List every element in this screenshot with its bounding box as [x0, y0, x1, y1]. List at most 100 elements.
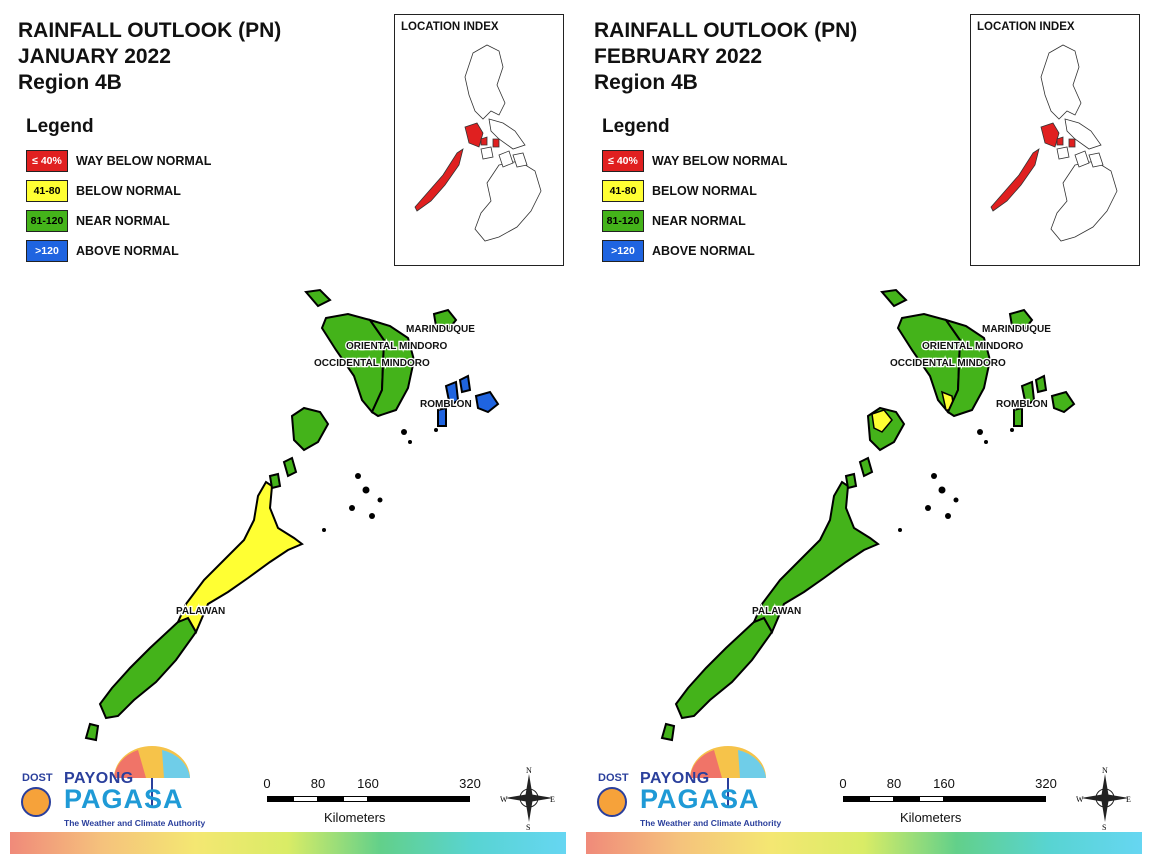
- scale-tick: 80: [310, 776, 326, 791]
- marinduque-area: [432, 308, 458, 332]
- legend-swatch: 81-120: [26, 210, 68, 232]
- compass-n: N: [526, 766, 532, 775]
- scale-tick: 0: [263, 776, 271, 791]
- legend-title: Legend: [602, 116, 670, 137]
- legend-swatch: 81-120: [602, 210, 644, 232]
- romblon-area: [1020, 380, 1036, 408]
- legend-label: BELOW NORMAL: [652, 184, 757, 198]
- compass-w: W: [500, 795, 508, 804]
- island-shape: [898, 528, 902, 532]
- island-shape: [377, 497, 383, 503]
- scale-segment: [869, 796, 894, 802]
- oriental-mindoro-area: [943, 318, 992, 418]
- palawan-north-area: [290, 406, 330, 452]
- label-palawan: PALAWAN: [752, 606, 801, 617]
- romblon-area: [1013, 406, 1023, 427]
- lubang-island: [880, 288, 908, 308]
- label-romblon: ROMBLON: [996, 399, 1048, 410]
- scale-segment: [343, 796, 368, 802]
- scale-segment: [368, 796, 470, 802]
- location-index-inset: LOCATION INDEX: [970, 14, 1140, 266]
- legend-swatch: >120: [602, 240, 644, 262]
- pagasa-label: PAGASA: [64, 784, 184, 814]
- romblon-area: [1050, 390, 1076, 414]
- island-shape: [953, 497, 959, 503]
- island-shape: [84, 722, 100, 742]
- scale-segment: [843, 796, 869, 802]
- scale-tick: 160: [357, 776, 379, 791]
- tagline: The Weather and Climate Authority: [64, 818, 206, 828]
- legend-swatch: ≤ 40%: [602, 150, 644, 172]
- legend: Legend ≤ 40% WAY BELOW NORMAL 41-80 BELO…: [602, 116, 787, 270]
- dost-label: DOST: [598, 772, 629, 784]
- pagasa-label: PAGASA: [640, 784, 760, 814]
- scale-unit: Kilometers: [900, 810, 962, 825]
- palawan-central-area: [176, 480, 304, 635]
- island-shape: [945, 513, 951, 519]
- scale-segment: [944, 796, 1046, 802]
- legend-item-below: 41-80 BELOW NORMAL: [602, 180, 757, 210]
- philippines-locator-map: [990, 44, 1118, 242]
- palawan-north-below-patch: [871, 409, 893, 433]
- inset-title: LOCATION INDEX: [401, 21, 499, 33]
- oriental-mindoro-area: [367, 318, 416, 418]
- island-shape: [844, 472, 858, 490]
- island-shape: [660, 722, 676, 742]
- scale-segment: [318, 796, 343, 802]
- legend-label: BELOW NORMAL: [76, 184, 181, 198]
- umbrella-icon: [21, 746, 190, 817]
- legend-label: NEAR NORMAL: [76, 214, 170, 228]
- romblon-area: [437, 406, 447, 427]
- compass-e: E: [550, 795, 555, 804]
- region-4b-map: MARINDUQUE ORIENTAL MINDORO OCCIDENTAL M…: [660, 288, 1076, 742]
- dost-label: DOST: [22, 772, 53, 784]
- label-palawan: PALAWAN: [176, 606, 225, 617]
- lubang-island: [304, 288, 332, 308]
- label-romblon: ROMBLON: [420, 399, 472, 410]
- legend-item-below: 41-80 BELOW NORMAL: [26, 180, 181, 210]
- pagasa-logo: DOST PAYONG PAGASA The Weather and Clima…: [590, 740, 781, 832]
- legend: Legend ≤ 40% WAY BELOW NORMAL 41-80 BELO…: [26, 116, 211, 270]
- legend-item-above: >120 ABOVE NORMAL: [26, 240, 179, 270]
- scale-tick: 320: [1035, 776, 1057, 791]
- scale-unit: Kilometers: [324, 810, 386, 825]
- legend-label: WAY BELOW NORMAL: [652, 154, 788, 168]
- title-line: RAINFALL OUTLOOK (PN): [18, 19, 282, 42]
- island-shape: [355, 473, 361, 479]
- palawan-south-area: [674, 616, 774, 720]
- legend-title: Legend: [26, 116, 94, 137]
- legend-label: NEAR NORMAL: [652, 214, 746, 228]
- scale-segment: [293, 796, 318, 802]
- compass-s: S: [526, 823, 530, 832]
- compass-e: E: [1126, 795, 1131, 804]
- legend-item-near: 81-120 NEAR NORMAL: [26, 210, 170, 240]
- label-marinduque: MARINDUQUE: [982, 324, 1051, 335]
- island-shape: [369, 513, 375, 519]
- month-line: FEBRUARY 2022: [594, 45, 763, 68]
- scale-tick: 0: [839, 776, 847, 791]
- label-oriental-mindoro: ORIENTAL MINDORO: [346, 341, 448, 352]
- scale-segment: [894, 796, 919, 802]
- region-line: Region 4B: [594, 71, 698, 94]
- title-line: RAINFALL OUTLOOK (PN): [594, 19, 858, 42]
- tagline: The Weather and Climate Authority: [640, 818, 782, 828]
- north-arrow-icon: N E S W: [500, 764, 558, 832]
- month-line: JANUARY 2022: [18, 45, 171, 68]
- romblon-area: [474, 390, 500, 414]
- legend-label: ABOVE NORMAL: [652, 244, 755, 258]
- island-shape: [434, 428, 438, 432]
- philippines-locator-map: [414, 44, 542, 242]
- island-shape: [938, 486, 946, 494]
- compass-w: W: [1076, 795, 1084, 804]
- marinduque-area: [1008, 308, 1034, 332]
- island-shape: [984, 440, 988, 444]
- scale-tick: 160: [933, 776, 955, 791]
- label-occidental-mindoro: OCCIDENTAL MINDORO: [890, 358, 1006, 369]
- location-index-inset: LOCATION INDEX: [394, 14, 564, 266]
- legend-label: ABOVE NORMAL: [76, 244, 179, 258]
- region-4b-map: MARINDUQUE ORIENTAL MINDORO OCCIDENTAL M…: [84, 288, 500, 742]
- label-oriental-mindoro: ORIENTAL MINDORO: [922, 341, 1024, 352]
- label-occidental-mindoro: OCCIDENTAL MINDORO: [314, 358, 430, 369]
- island-shape: [1010, 428, 1014, 432]
- legend-item-near: 81-120 NEAR NORMAL: [602, 210, 746, 240]
